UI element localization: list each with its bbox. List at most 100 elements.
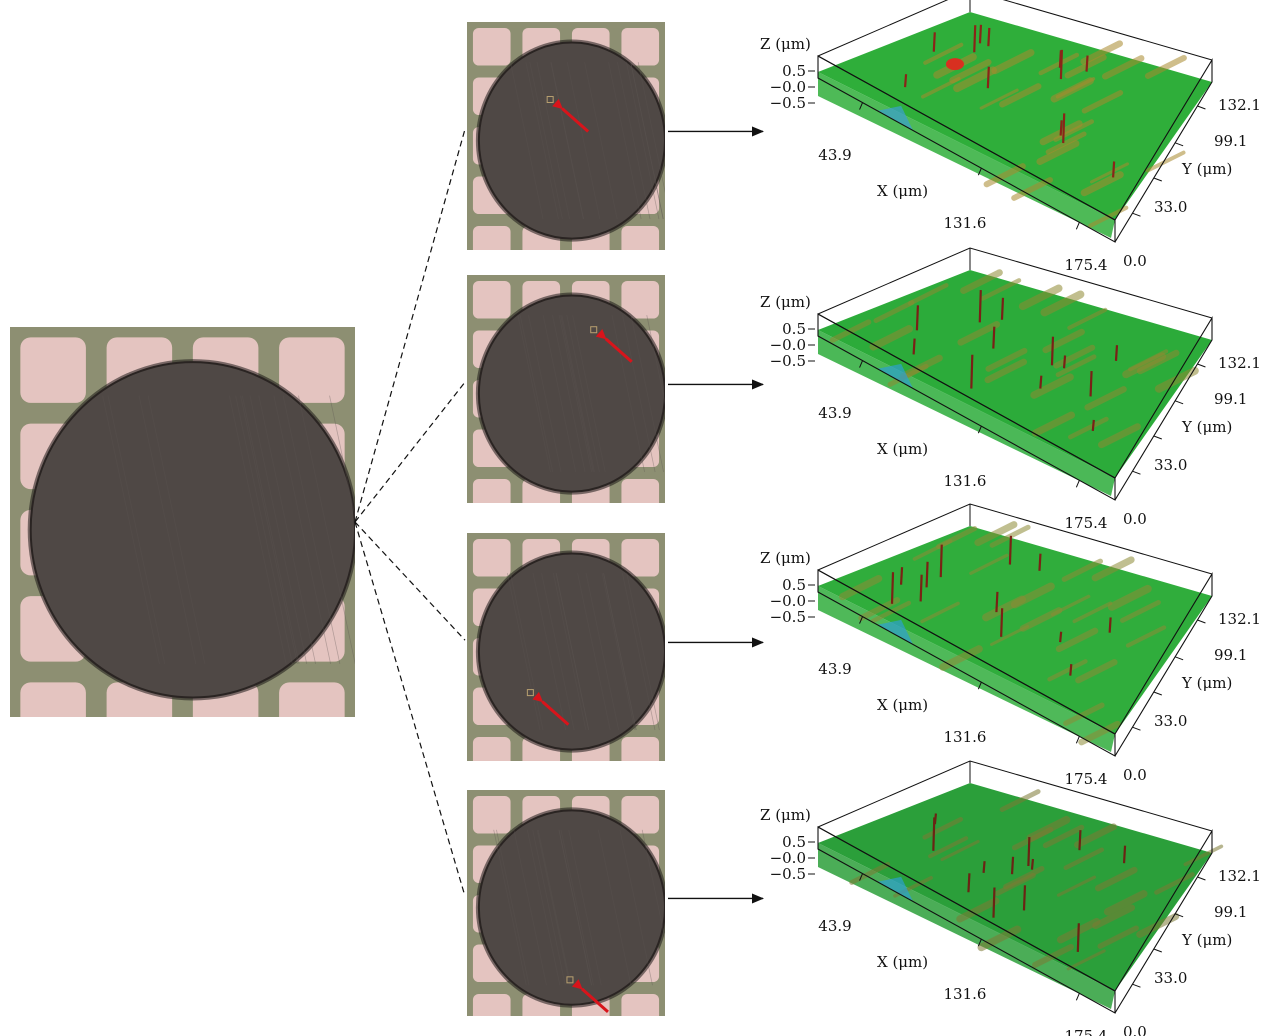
thumbnail-3-fiber-face <box>477 552 665 751</box>
red-arrow-icon <box>532 691 570 726</box>
surface-peak <box>1085 55 1089 72</box>
fiber-end-face-overview <box>10 327 355 717</box>
y-tick-label: 0.0 <box>1123 1023 1147 1036</box>
y-tick-label: 33.0 <box>1154 712 1187 730</box>
x-tick-label: 43.9 <box>818 146 851 164</box>
surface-peak <box>967 873 971 893</box>
dashed-connector-line <box>354 521 466 897</box>
thumbnail-4-fiber-face <box>477 809 665 1006</box>
y-axis-label: Y (μm) <box>1181 160 1232 178</box>
y-tick-label: 132.1 <box>1218 96 1261 114</box>
surface-peak <box>1000 297 1005 320</box>
x-tick-label: 43.9 <box>818 660 851 678</box>
red-arrow-icon <box>595 329 633 363</box>
surface-peak <box>1058 50 1063 68</box>
surface-peak <box>1022 885 1027 911</box>
surface-peak <box>973 25 977 53</box>
surface-peak <box>932 32 936 52</box>
surface-peak <box>1038 553 1042 571</box>
connector-layer <box>354 126 764 904</box>
x-axis-label: X (μm) <box>877 182 928 200</box>
surface-peak <box>982 861 986 873</box>
thumbnail-2 <box>467 275 665 503</box>
z-axis-label: Z (μm) <box>760 549 811 567</box>
fiber-end-face-overview-fiber-face <box>29 361 355 699</box>
thumbnail-1-fiber-face <box>477 41 665 240</box>
surface-peak <box>1069 664 1073 676</box>
surface-peak <box>1000 608 1004 637</box>
surface-peak <box>1059 120 1063 136</box>
surface-peak <box>1089 371 1093 397</box>
z-axis-label: Z (μm) <box>760 806 811 824</box>
x-axis-label: X (μm) <box>877 953 928 971</box>
z-axis-label: Z (μm) <box>760 293 811 311</box>
thumbnail-4 <box>467 790 665 1016</box>
y-tick-label: 33.0 <box>1154 198 1187 216</box>
surface-plot-4: Z (μm) 0.5−0.0−0.5 43.9 131.6 175.4 X (μm) 132… <box>760 760 1261 1036</box>
y-tick-label: 132.1 <box>1218 867 1261 885</box>
x-tick-label: 175.4 <box>1065 770 1108 788</box>
y-axis-label: Y (μm) <box>1181 674 1232 692</box>
red-arrow-icon <box>571 979 609 1013</box>
surface-peak <box>925 561 929 588</box>
surface-peak <box>1062 113 1066 144</box>
surface-peak <box>919 574 923 602</box>
surface-peak <box>890 572 895 604</box>
x-tick-label: 43.9 <box>818 917 851 935</box>
surface-peak <box>939 544 943 578</box>
y-tick-label: 99.1 <box>1214 646 1247 664</box>
z-tick-label: −0.0 <box>770 849 806 867</box>
x-tick-label: 175.4 <box>1065 1027 1108 1036</box>
surface-peak <box>1108 617 1112 633</box>
z-tick-label: −0.0 <box>770 592 806 610</box>
surface-plot-2: Z (μm) 0.5−0.0−0.5 43.9 131.6 175.4 X (μm) 132… <box>760 247 1261 532</box>
z-tick-label: −0.5 <box>770 352 806 370</box>
surface-peak <box>932 817 936 851</box>
surface-peak <box>1076 923 1080 952</box>
surface-peak <box>970 354 974 389</box>
surface-mesh <box>818 526 1212 734</box>
surface-peak <box>1112 161 1116 178</box>
x-tick-label: 43.9 <box>818 404 851 422</box>
surface-plot-3: Z (μm) 0.5−0.0−0.5 43.9 131.6 175.4 X (μm) 132… <box>760 503 1261 788</box>
surface-peak <box>995 591 999 613</box>
z-tick-label: 0.5 <box>782 62 806 80</box>
surface-peak <box>986 66 990 89</box>
surface-peak <box>1122 845 1127 864</box>
z-tick-label: −0.0 <box>770 336 806 354</box>
surface-peak <box>1030 858 1035 870</box>
surface-peak <box>987 27 991 47</box>
x-axis-label: X (μm) <box>877 440 928 458</box>
x-tick-label: 131.6 <box>944 472 987 490</box>
z-tick-label: −0.5 <box>770 608 806 626</box>
surface-peak <box>1027 837 1031 867</box>
x-tick-label: 131.6 <box>944 985 987 1003</box>
y-tick-label: 0.0 <box>1123 510 1147 528</box>
z-tick-label: −0.5 <box>770 94 806 112</box>
surface-peak <box>1059 631 1063 643</box>
surface-peak <box>1010 856 1015 875</box>
z-axis-label: Z (μm) <box>760 35 811 53</box>
y-tick-label: 0.0 <box>1123 766 1147 784</box>
dashed-connector-line <box>354 381 466 523</box>
y-tick-label: 33.0 <box>1154 456 1187 474</box>
surface-peak <box>992 326 996 349</box>
surface-peak <box>1008 535 1013 565</box>
dashed-connector-line <box>354 128 466 523</box>
y-tick-label: 0.0 <box>1123 252 1147 270</box>
red-arrow-icon <box>552 98 590 133</box>
y-tick-label: 99.1 <box>1214 390 1247 408</box>
y-tick-label: 33.0 <box>1154 969 1187 987</box>
z-tick-label: −0.0 <box>770 78 806 96</box>
x-tick-label: 131.6 <box>944 214 987 232</box>
thumbnail-1 <box>467 22 665 250</box>
surface-peak <box>899 567 904 585</box>
surface-peak <box>992 887 996 918</box>
x-tick-label: 175.4 <box>1065 256 1108 274</box>
x-axis-label: X (μm) <box>877 696 928 714</box>
y-tick-label: 99.1 <box>1214 132 1247 150</box>
thumbnail-layer <box>467 22 665 1016</box>
dashed-connector-line <box>354 521 466 641</box>
z-tick-label: −0.5 <box>770 865 806 883</box>
